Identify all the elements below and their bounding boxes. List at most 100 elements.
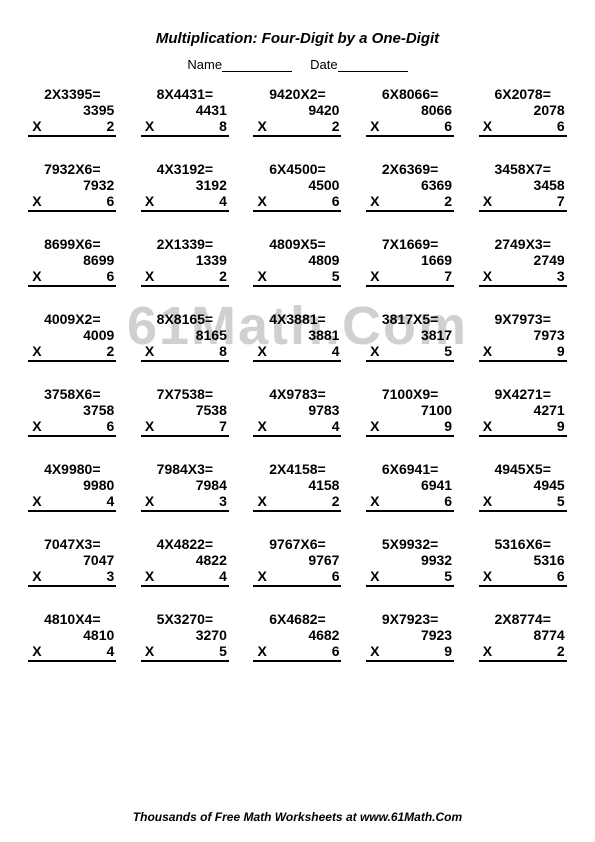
multiplicand: 7538 [141,402,229,418]
multiplicand: 6369 [366,177,454,193]
multiplier: 9 [444,643,452,659]
times-sign: X [145,268,154,284]
multiplier-row: X3 [479,268,567,287]
multiplier-row: X2 [366,193,454,212]
problem-expression: 6X4500= [253,161,341,177]
multiplier: 2 [557,643,565,659]
problem-expression: 7X1669= [366,236,454,252]
multiplier: 6 [557,118,565,134]
multiplier-row: X6 [479,118,567,137]
times-sign: X [483,568,492,584]
problem-expression: 3817X5= [366,311,454,327]
problem-expression: 8X8165= [141,311,229,327]
multiplier-row: X5 [141,643,229,662]
multiplicand: 7100 [366,402,454,418]
problem-expression: 4X9980= [28,461,116,477]
multiplication-problem: 6X8066=8066X6 [366,86,454,137]
multiplicand: 4822 [141,552,229,568]
multiplier-row: X7 [141,418,229,437]
multiplicand: 2078 [479,102,567,118]
multiplication-problem: 6X2078=2078X6 [479,86,567,137]
multiplier: 3 [557,268,565,284]
date-blank[interactable] [338,59,408,72]
multiplier-row: X6 [28,193,116,212]
multiplier-row: X2 [28,343,116,362]
multiplication-problem: 7932X6=7932X6 [28,161,116,212]
multiplication-problem: 6X4500=4500X6 [253,161,341,212]
times-sign: X [32,568,41,584]
multiplier: 6 [557,568,565,584]
multiplicand: 2749 [479,252,567,268]
multiplier-row: X4 [253,418,341,437]
multiplier: 4 [332,418,340,434]
multiplier: 7 [444,268,452,284]
times-sign: X [370,118,379,134]
multiplication-problem: 4009X2=4009X2 [28,311,116,362]
multiplier: 9 [557,418,565,434]
problem-expression: 5X3270= [141,611,229,627]
multiplicand: 8066 [366,102,454,118]
multiplier-row: X9 [479,343,567,362]
problem-expression: 5X9932= [366,536,454,552]
times-sign: X [145,493,154,509]
multiplier-row: X6 [28,268,116,287]
multiplicand: 9932 [366,552,454,568]
multiplier-row: X4 [141,568,229,587]
multiplier-row: X4 [28,643,116,662]
multiplier-row: X2 [28,118,116,137]
multiplication-problem: 8X4431=4431X8 [141,86,229,137]
problem-expression: 6X6941= [366,461,454,477]
multiplication-problem: 5X3270=3270X5 [141,611,229,662]
multiplier: 2 [332,493,340,509]
times-sign: X [32,493,41,509]
multiplication-problem: 5X9932=9932X5 [366,536,454,587]
times-sign: X [257,118,266,134]
problem-expression: 9X4271= [479,386,567,402]
multiplicand: 5316 [479,552,567,568]
problem-expression: 4945X5= [479,461,567,477]
multiplier: 6 [107,268,115,284]
multiplicand: 9783 [253,402,341,418]
multiplier: 6 [332,643,340,659]
multiplicand: 3192 [141,177,229,193]
multiplicand: 9767 [253,552,341,568]
multiplicand: 4682 [253,627,341,643]
multiplicand: 1339 [141,252,229,268]
times-sign: X [32,268,41,284]
multiplier-row: X6 [253,568,341,587]
multiplication-problem: 4X9783=9783X4 [253,386,341,437]
name-blank[interactable] [222,59,292,72]
multiplication-problem: 7X1669=1669X7 [366,236,454,287]
name-label: Name [187,57,222,72]
problem-expression: 6X8066= [366,86,454,102]
multiplicand: 4945 [479,477,567,493]
multiplicand: 7923 [366,627,454,643]
times-sign: X [32,418,41,434]
times-sign: X [257,268,266,284]
multiplier: 2 [332,118,340,134]
multiplication-problem: 3458X7=3458X7 [479,161,567,212]
multiplication-problem: 4X4822=4822X4 [141,536,229,587]
times-sign: X [370,493,379,509]
multiplier: 2 [107,118,115,134]
multiplicand: 9980 [28,477,116,493]
multiplier: 4 [107,493,115,509]
multiplier: 8 [219,118,227,134]
multiplicand: 4810 [28,627,116,643]
multiplicand: 9420 [253,102,341,118]
multiplier-row: X3 [28,568,116,587]
problem-expression: 2X3395= [28,86,116,102]
multiplication-problem: 6X4682=4682X6 [253,611,341,662]
multiplier-row: X9 [479,418,567,437]
problem-expression: 4X3192= [141,161,229,177]
times-sign: X [145,643,154,659]
multiplier-row: X8 [141,118,229,137]
multiplier-row: X4 [253,343,341,362]
multiplier: 6 [332,568,340,584]
multiplicand: 3817 [366,327,454,343]
multiplicand: 3758 [28,402,116,418]
multiplication-problem: 2X4158=4158X2 [253,461,341,512]
multiplier-row: X5 [479,493,567,512]
multiplier-row: X7 [479,193,567,212]
times-sign: X [257,493,266,509]
